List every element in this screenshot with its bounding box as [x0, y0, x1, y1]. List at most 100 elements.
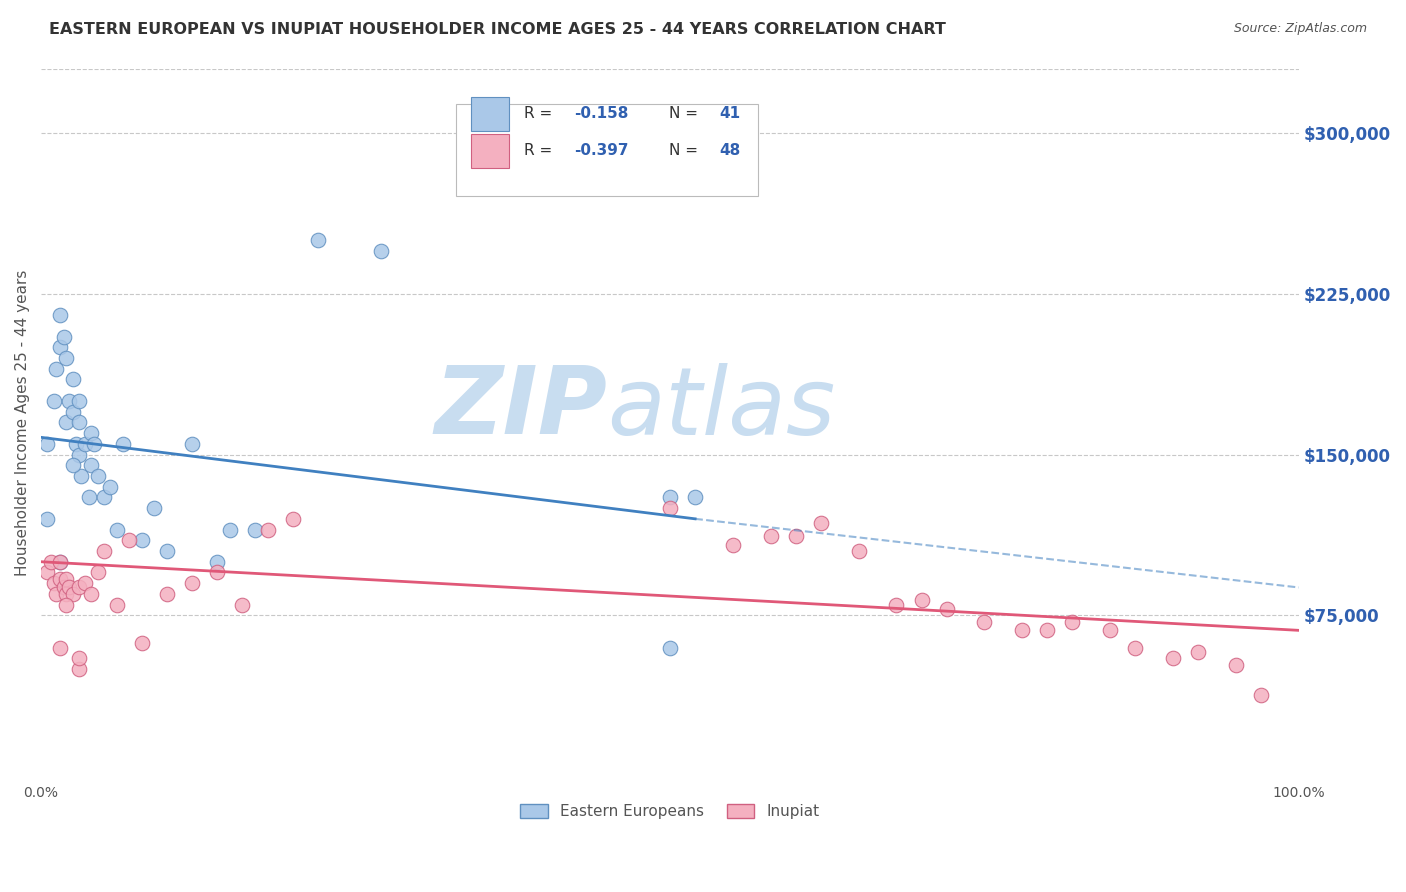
- Point: [886, 598, 908, 612]
- Point: [98, 480, 121, 494]
- Point: [39, 555, 62, 569]
- Point: [62, 587, 84, 601]
- Text: R =: R =: [524, 143, 557, 158]
- Text: ZIP: ZIP: [434, 362, 607, 454]
- Point: [67, 662, 90, 676]
- Point: [58, 581, 80, 595]
- Text: 48: 48: [718, 143, 741, 158]
- Point: [1036, 624, 1059, 638]
- Point: [243, 523, 266, 537]
- Point: [810, 516, 832, 530]
- Point: [218, 523, 240, 537]
- Point: [105, 523, 128, 537]
- Text: Source: ZipAtlas.com: Source: ZipAtlas.com: [1233, 22, 1367, 36]
- Y-axis label: Householder Income Ages 25 - 44 years: Householder Income Ages 25 - 44 years: [15, 269, 30, 575]
- Point: [156, 587, 179, 601]
- Point: [75, 576, 97, 591]
- Point: [62, 458, 84, 473]
- Point: [1161, 651, 1184, 665]
- Point: [52, 581, 75, 595]
- Point: [37, 512, 59, 526]
- Point: [1125, 640, 1147, 655]
- Point: [181, 437, 204, 451]
- Text: N =: N =: [669, 143, 703, 158]
- FancyBboxPatch shape: [456, 103, 758, 196]
- Bar: [471, 134, 509, 168]
- Point: [181, 576, 204, 591]
- Point: [156, 544, 179, 558]
- Point: [307, 233, 329, 247]
- Point: [759, 529, 782, 543]
- Point: [143, 501, 166, 516]
- Point: [45, 361, 67, 376]
- Point: [65, 437, 87, 451]
- Point: [45, 587, 67, 601]
- Point: [49, 640, 72, 655]
- Point: [659, 491, 682, 505]
- Point: [205, 566, 228, 580]
- Point: [55, 587, 77, 601]
- Point: [80, 426, 103, 441]
- Point: [86, 469, 108, 483]
- Point: [1225, 657, 1247, 672]
- Point: [231, 598, 253, 612]
- Point: [49, 555, 72, 569]
- Point: [49, 308, 72, 322]
- Point: [1099, 624, 1122, 638]
- Point: [70, 469, 93, 483]
- Point: [67, 651, 90, 665]
- Text: -0.397: -0.397: [575, 143, 628, 158]
- Point: [93, 544, 115, 558]
- Point: [1062, 615, 1084, 629]
- Point: [55, 351, 77, 365]
- Text: EASTERN EUROPEAN VS INUPIAT HOUSEHOLDER INCOME AGES 25 - 44 YEARS CORRELATION CH: EASTERN EUROPEAN VS INUPIAT HOUSEHOLDER …: [49, 22, 946, 37]
- Point: [67, 448, 90, 462]
- Point: [659, 501, 682, 516]
- Point: [370, 244, 392, 258]
- Point: [52, 329, 75, 343]
- Point: [55, 598, 77, 612]
- Point: [55, 572, 77, 586]
- Point: [67, 581, 90, 595]
- Text: atlas: atlas: [607, 363, 835, 454]
- Point: [86, 566, 108, 580]
- Point: [111, 437, 134, 451]
- Point: [1187, 645, 1209, 659]
- Point: [80, 587, 103, 601]
- Point: [80, 458, 103, 473]
- Legend: Eastern Europeans, Inupiat: Eastern Europeans, Inupiat: [515, 797, 825, 825]
- Point: [105, 598, 128, 612]
- Point: [848, 544, 870, 558]
- Point: [721, 538, 744, 552]
- Text: N =: N =: [669, 106, 703, 121]
- Point: [58, 393, 80, 408]
- Point: [118, 533, 141, 548]
- Point: [1250, 688, 1272, 702]
- Point: [910, 593, 932, 607]
- Point: [973, 615, 995, 629]
- Point: [42, 393, 65, 408]
- Point: [62, 372, 84, 386]
- Point: [131, 636, 153, 650]
- Point: [935, 602, 957, 616]
- Point: [93, 491, 115, 505]
- Bar: [471, 97, 509, 131]
- Point: [683, 491, 706, 505]
- Point: [75, 437, 97, 451]
- Text: 41: 41: [718, 106, 740, 121]
- Point: [37, 437, 59, 451]
- Point: [55, 415, 77, 429]
- Point: [281, 512, 304, 526]
- Point: [62, 404, 84, 418]
- Point: [256, 523, 278, 537]
- Text: R =: R =: [524, 106, 557, 121]
- Point: [42, 576, 65, 591]
- Point: [49, 555, 72, 569]
- Point: [659, 640, 682, 655]
- Point: [49, 340, 72, 354]
- Point: [83, 437, 105, 451]
- Text: -0.158: -0.158: [575, 106, 628, 121]
- Point: [785, 529, 807, 543]
- Point: [49, 572, 72, 586]
- Point: [67, 393, 90, 408]
